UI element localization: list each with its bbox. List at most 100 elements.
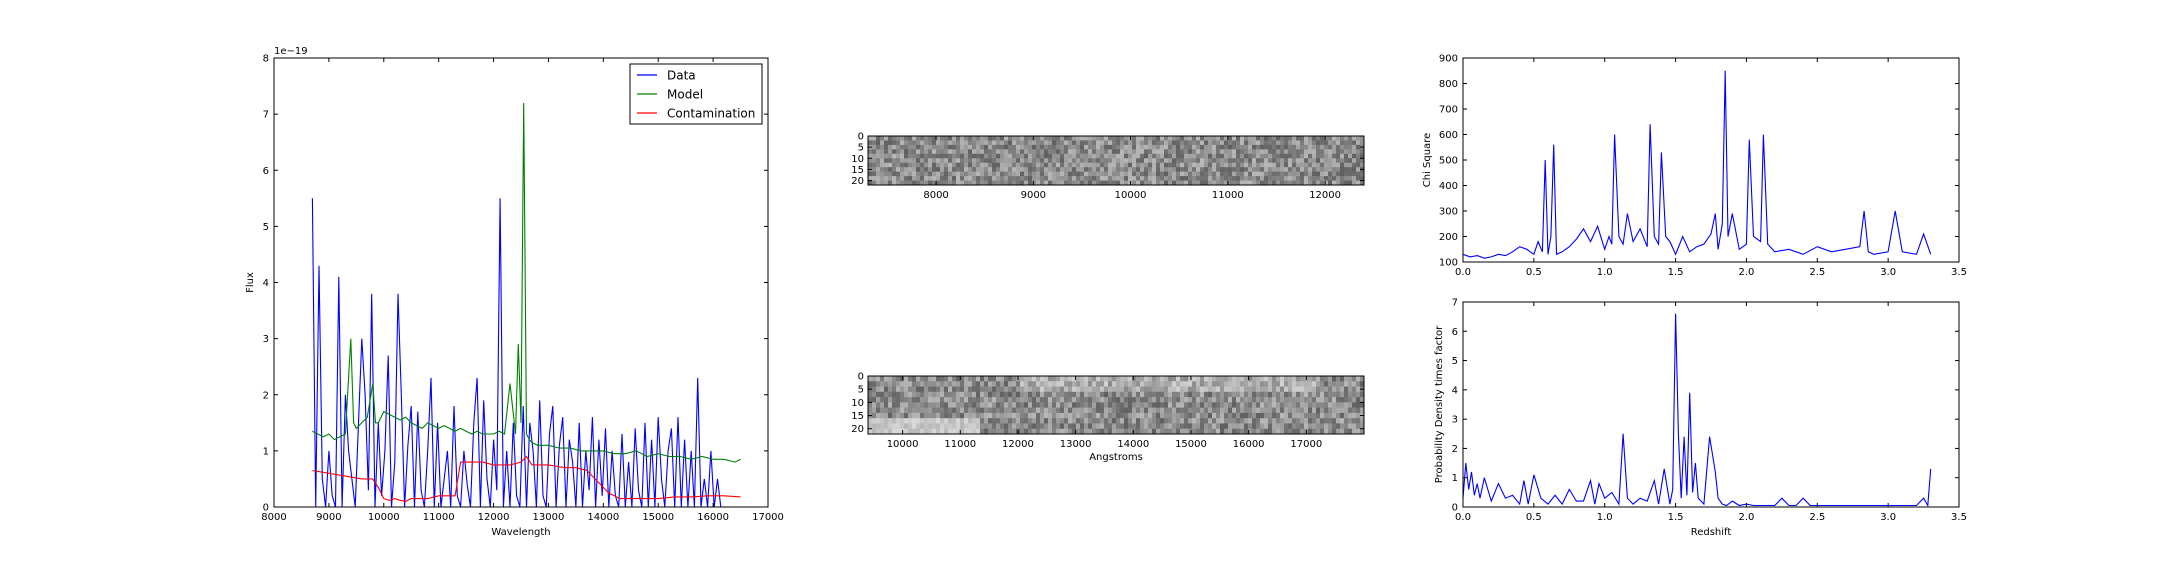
image-pixel — [1220, 386, 1225, 393]
image-pixel — [1236, 149, 1241, 155]
image-pixel — [1208, 428, 1213, 435]
image-pixel — [1028, 418, 1033, 424]
image-pixel — [1012, 397, 1017, 403]
image-pixel — [1008, 381, 1013, 387]
image-pixel — [1044, 428, 1049, 435]
x-tick-label: 8000 — [261, 512, 286, 523]
image-pixel — [1172, 180, 1177, 186]
image-pixel — [1324, 144, 1329, 150]
image-pixel — [892, 381, 897, 387]
image-pixel — [1184, 412, 1189, 419]
image-pixel — [1352, 171, 1357, 177]
x-tick-label: 15000 — [1175, 439, 1207, 450]
image-pixel — [1168, 167, 1173, 173]
image-pixel — [1128, 376, 1133, 382]
image-pixel — [1320, 158, 1325, 164]
image-pixel — [1312, 418, 1317, 424]
image-pixel — [944, 391, 949, 398]
image-pixel — [1316, 176, 1321, 181]
image-pixel — [888, 407, 893, 414]
image-pixel — [1348, 180, 1353, 186]
image-pixel — [928, 149, 933, 155]
image-pixel — [1220, 391, 1225, 398]
image-pixel — [1100, 158, 1105, 164]
image-pixel — [1344, 167, 1349, 173]
image-pixel — [888, 149, 893, 155]
image-pixel — [1284, 136, 1289, 141]
image-pixel — [1360, 402, 1365, 409]
image-pixel — [1188, 153, 1193, 159]
image-pixel — [960, 167, 965, 173]
image-pixel — [1036, 412, 1041, 419]
image-pixel — [1264, 140, 1269, 146]
image-pixel — [1072, 144, 1077, 150]
image-pixel — [936, 397, 941, 403]
image-pixel — [1288, 407, 1293, 414]
image-pixel — [920, 423, 925, 430]
image-pixel — [868, 407, 873, 414]
image-pixel — [1260, 402, 1265, 409]
image-pixel — [888, 162, 893, 168]
image-pixel — [924, 381, 929, 387]
image-pixel — [1288, 397, 1293, 403]
image-pixel — [888, 140, 893, 146]
image-pixel — [1204, 180, 1209, 186]
image-pixel — [916, 412, 921, 419]
x-tick-label: 14000 — [587, 512, 619, 523]
image-pixel — [1044, 376, 1049, 382]
image-pixel — [1112, 391, 1117, 398]
image-pixel — [1056, 418, 1061, 424]
image-pixel — [940, 397, 945, 403]
image-pixel — [868, 418, 873, 424]
image-pixel — [1160, 176, 1165, 181]
image-pixel — [888, 402, 893, 409]
image-pixel — [1224, 418, 1229, 424]
image-pixel — [1288, 176, 1293, 181]
image-pixel — [1340, 381, 1345, 387]
image-pixel — [1264, 171, 1269, 177]
image-pixel — [976, 171, 981, 177]
image-pixel — [1196, 402, 1201, 409]
image-pixel — [972, 176, 977, 181]
image-pixel — [1252, 167, 1257, 173]
image-pixel — [1328, 158, 1333, 164]
image-pixel — [1164, 136, 1169, 141]
image-pixel — [1076, 412, 1081, 419]
image-pixel — [896, 153, 901, 159]
image-pixel — [1224, 140, 1229, 146]
image-pixel — [1292, 402, 1297, 409]
image-pixel — [1068, 162, 1073, 168]
image-pixel — [1148, 423, 1153, 430]
image-pixel — [988, 149, 993, 155]
image-pixel — [956, 386, 961, 393]
image-pixel — [1268, 376, 1273, 382]
image-pixel — [1136, 423, 1141, 430]
image-pixel — [1128, 153, 1133, 159]
image-pixel — [1300, 386, 1305, 393]
image-pixel — [1052, 149, 1057, 155]
image-pixel — [1064, 376, 1069, 382]
image-pixel — [1148, 149, 1153, 155]
image-pixel — [1316, 158, 1321, 164]
image-pixel — [1232, 180, 1237, 186]
image-pixel — [956, 397, 961, 403]
image-pixel — [1096, 407, 1101, 414]
image-pixel — [1104, 140, 1109, 146]
image-pixel — [1156, 423, 1161, 430]
image-pixel — [1320, 140, 1325, 146]
image-pixel — [1316, 407, 1321, 414]
image-pixel — [1320, 423, 1325, 430]
image-pixel — [904, 153, 909, 159]
image-pixel — [1344, 136, 1349, 141]
image-pixel — [1264, 407, 1269, 414]
image-pixel — [1140, 407, 1145, 414]
image-pixel — [1144, 153, 1149, 159]
image-pixel — [1256, 149, 1261, 155]
image-pixel — [1172, 407, 1177, 414]
image-pixel — [1228, 407, 1233, 414]
image-pixel — [1076, 423, 1081, 430]
image-pixel — [904, 397, 909, 403]
x-tick-label: 13000 — [533, 512, 565, 523]
image-pixel — [1116, 418, 1121, 424]
